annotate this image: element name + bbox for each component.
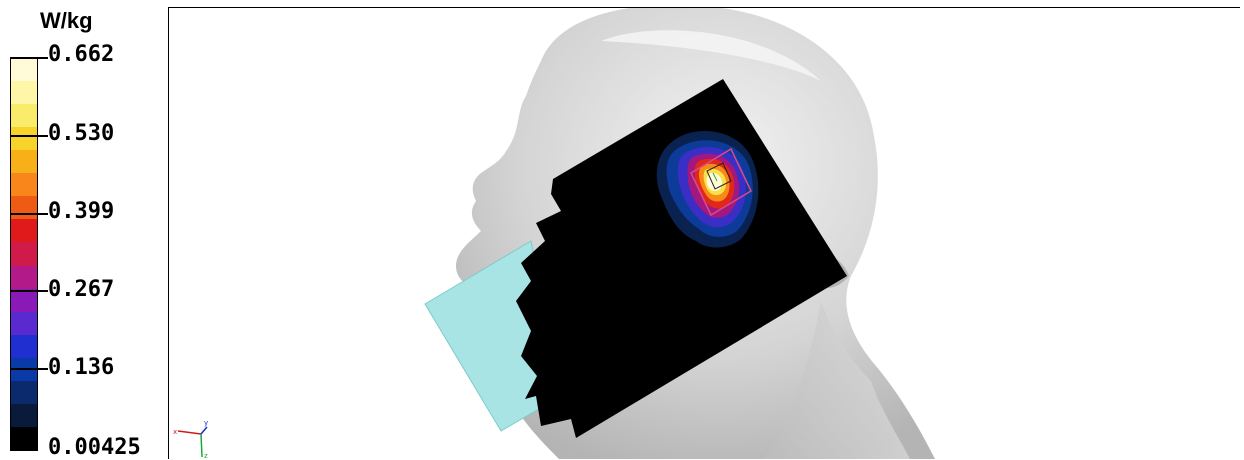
color-bar-swatch bbox=[11, 57, 37, 81]
3d-viewport[interactable]: x y z bbox=[168, 7, 1240, 459]
color-scale-legend: W/kg 0.662 0.530 0.399 0.267 0.136 0.004… bbox=[0, 0, 170, 459]
measurement-area-plate bbox=[516, 79, 847, 438]
legend-tick-mark bbox=[10, 368, 48, 370]
color-bar-swatch bbox=[11, 288, 37, 312]
legend-tick-mark bbox=[10, 213, 48, 215]
color-bar-swatch bbox=[11, 242, 37, 266]
legend-tick-label: 0.136 bbox=[48, 355, 115, 380]
legend-tick-label: 0.399 bbox=[48, 199, 115, 224]
zoom-scan-box bbox=[690, 147, 752, 217]
color-bar-swatch bbox=[11, 173, 37, 197]
color-bar-swatch bbox=[11, 219, 37, 243]
color-bar-swatch bbox=[11, 81, 37, 105]
color-bar-swatch bbox=[11, 196, 37, 220]
legend-unit-label: W/kg bbox=[40, 8, 93, 33]
svg-text:y: y bbox=[204, 419, 208, 427]
svg-text:z: z bbox=[204, 452, 208, 459]
color-bar-swatch bbox=[11, 127, 37, 151]
legend-tick-mark bbox=[10, 290, 48, 292]
color-bar-swatch bbox=[11, 380, 37, 404]
color-bar-swatch bbox=[11, 311, 37, 335]
legend-tick-label: 0.662 bbox=[48, 42, 115, 67]
peak-cube bbox=[706, 162, 732, 190]
sar-hotspot bbox=[656, 130, 759, 248]
legend-tick-label: 0.530 bbox=[48, 121, 115, 146]
color-bar-swatch bbox=[11, 265, 37, 289]
peak-marker bbox=[712, 172, 718, 182]
legend-tick-mark bbox=[10, 57, 48, 59]
legend-tick-label: 0.00425 bbox=[48, 435, 141, 460]
color-bar-swatch bbox=[11, 150, 37, 174]
color-bar-swatch bbox=[11, 104, 37, 128]
color-bar-swatch bbox=[11, 334, 37, 358]
svg-text:x: x bbox=[173, 428, 177, 436]
legend-tick-label: 0.267 bbox=[48, 277, 115, 302]
color-bar bbox=[10, 57, 38, 451]
color-bar-swatch bbox=[11, 403, 37, 427]
head-highlight bbox=[601, 30, 821, 81]
legend-tick-mark bbox=[10, 135, 48, 137]
color-bar-swatch bbox=[11, 426, 37, 450]
head-phantom-scene: x y z bbox=[173, 8, 935, 459]
neck-shading bbox=[762, 301, 910, 459]
axis-triad: x y z bbox=[173, 419, 208, 459]
